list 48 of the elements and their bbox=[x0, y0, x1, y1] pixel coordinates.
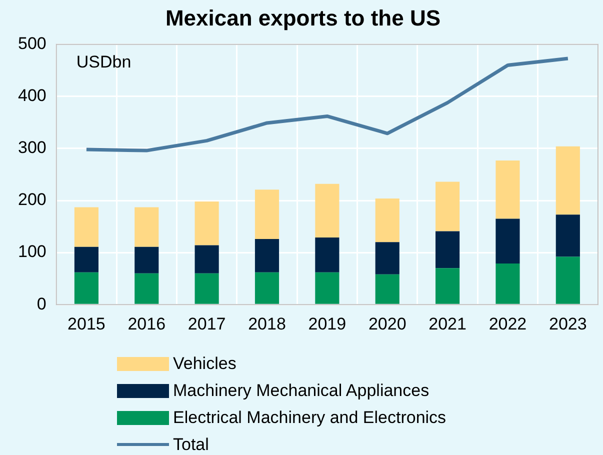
bar bbox=[375, 242, 400, 274]
chart-title: Mexican exports to the US bbox=[165, 5, 441, 30]
bar bbox=[436, 182, 460, 232]
bar bbox=[436, 268, 460, 304]
bar bbox=[254, 272, 280, 304]
bar bbox=[556, 146, 580, 215]
bar bbox=[134, 273, 159, 304]
bar bbox=[254, 239, 280, 272]
bar bbox=[254, 190, 280, 240]
legend-label: Machinery Mechanical Appliances bbox=[173, 380, 430, 400]
bar bbox=[74, 207, 98, 247]
y-tick-label: 100 bbox=[18, 242, 46, 262]
legend-label: Total bbox=[173, 434, 209, 454]
x-tick-label: 2015 bbox=[68, 314, 106, 334]
bar bbox=[134, 246, 159, 274]
x-tick-label: 2019 bbox=[308, 314, 346, 334]
bar bbox=[315, 237, 340, 272]
x-tick-label: 2016 bbox=[128, 314, 166, 334]
y-tick-label: 200 bbox=[18, 190, 46, 210]
y-axis-title: USDbn bbox=[76, 52, 132, 72]
bar bbox=[496, 160, 520, 219]
bar bbox=[375, 274, 400, 304]
bar bbox=[436, 231, 460, 268]
y-tick-label: 500 bbox=[18, 34, 46, 54]
bar bbox=[315, 184, 340, 238]
legend-label: Electrical Machinery and Electronics bbox=[173, 408, 446, 428]
x-tick-label: 2023 bbox=[548, 314, 587, 334]
y-tick-label: 0 bbox=[36, 294, 46, 314]
x-tick-label: 2020 bbox=[368, 314, 406, 334]
y-tick-label: 400 bbox=[18, 86, 46, 106]
x-tick-label: 2018 bbox=[248, 314, 286, 334]
x-tick-label: 2021 bbox=[428, 314, 466, 334]
bar bbox=[496, 263, 520, 304]
bar bbox=[315, 272, 340, 304]
bar bbox=[74, 246, 98, 272]
bar bbox=[496, 218, 520, 264]
bar bbox=[556, 256, 580, 304]
bar bbox=[194, 245, 219, 274]
bar bbox=[194, 202, 219, 246]
x-tick-label: 2022 bbox=[488, 314, 527, 334]
y-tick-label: 300 bbox=[18, 138, 46, 158]
legend-label: Vehicles bbox=[173, 354, 236, 374]
bar bbox=[74, 272, 98, 304]
bar bbox=[194, 273, 219, 304]
bar bbox=[134, 207, 159, 247]
bar bbox=[375, 198, 400, 242]
bar bbox=[556, 214, 580, 257]
x-tick-label: 2017 bbox=[188, 314, 226, 334]
